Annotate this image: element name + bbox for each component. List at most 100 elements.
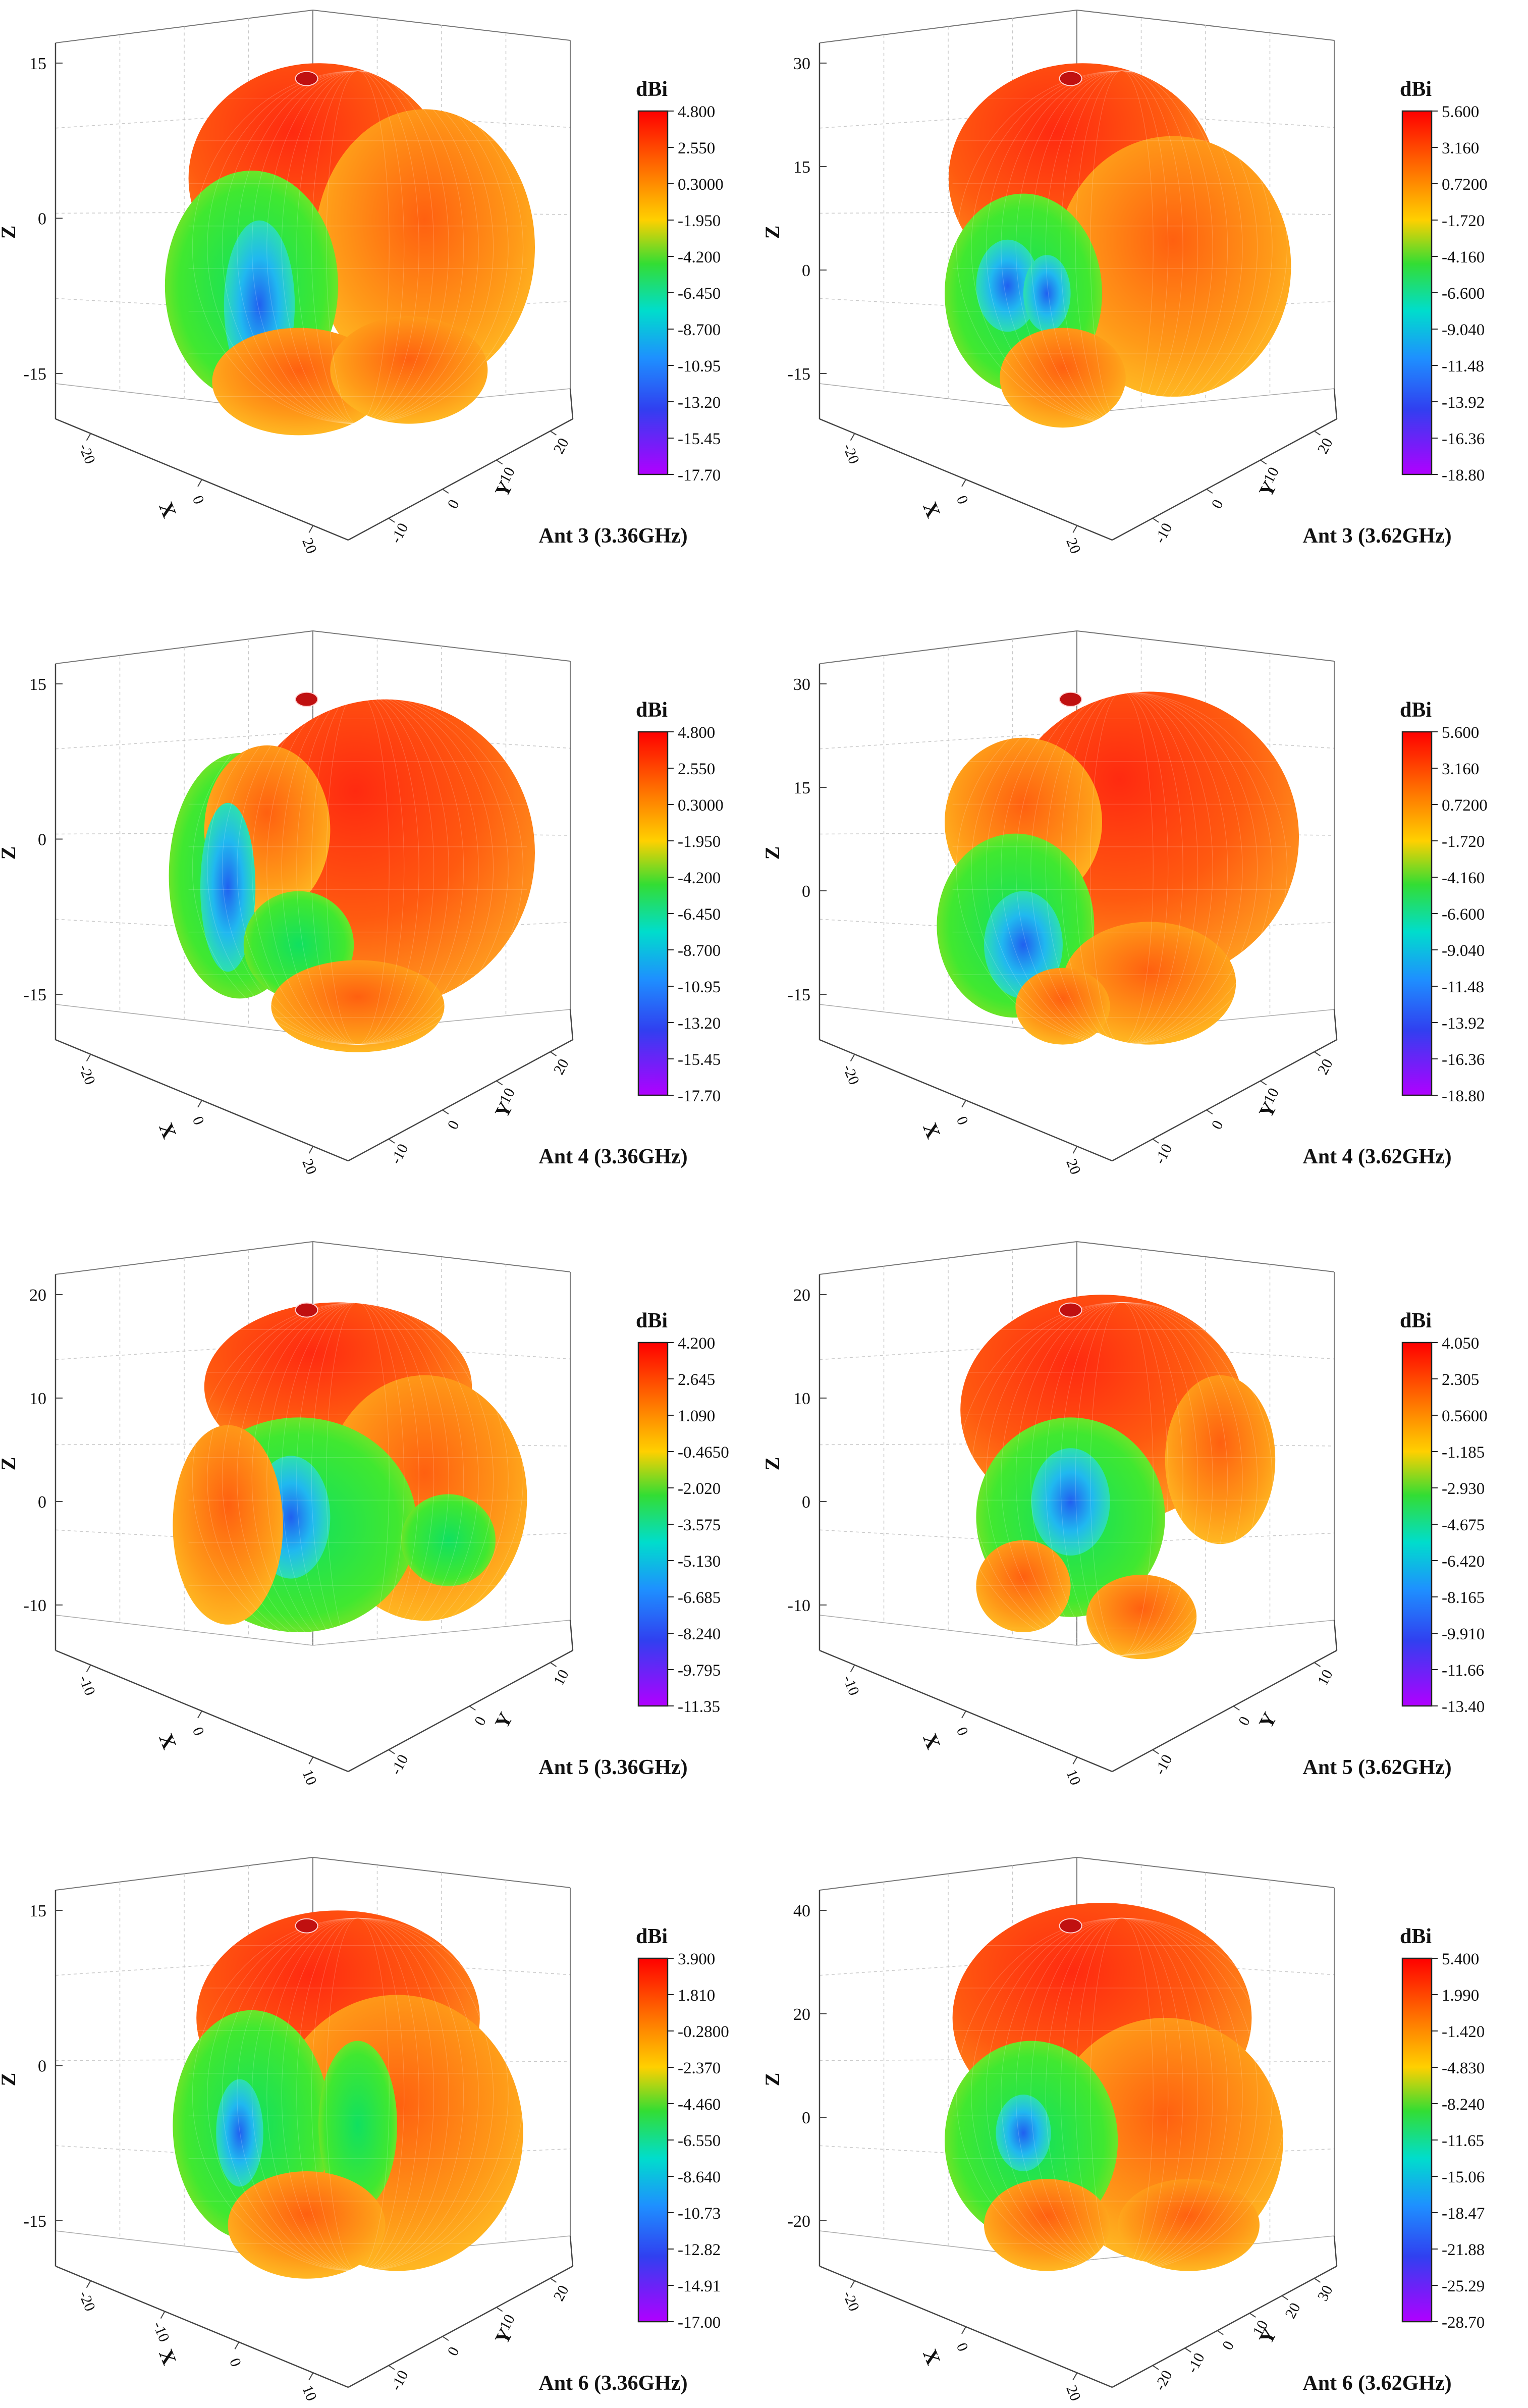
mesh-meridian bbox=[222, 1302, 494, 1656]
colorbar-label: -4.160 bbox=[1442, 869, 1485, 887]
colorbar-title: dBi bbox=[1400, 1309, 1432, 1332]
mesh-meridian bbox=[971, 70, 1273, 424]
colorbar-label: -4.200 bbox=[678, 248, 721, 266]
colorbar-label: 4.800 bbox=[678, 724, 715, 742]
z-tick-label: 15 bbox=[29, 55, 46, 73]
panel-title: Ant 5 (3.62GHz) bbox=[1302, 1756, 1451, 1779]
colorbar-label: -6.600 bbox=[1442, 905, 1485, 924]
mesh-meridian bbox=[986, 1302, 1258, 1656]
mesh-meridian bbox=[1075, 1917, 1169, 2272]
x-tick-label: -20 bbox=[840, 2289, 863, 2314]
y-tick-label: -10 bbox=[388, 520, 412, 546]
x-axis-label: X bbox=[154, 2346, 181, 2368]
pattern-top-hole bbox=[1059, 1302, 1082, 1318]
pattern-mesh bbox=[188, 1917, 527, 2272]
pattern-lobe bbox=[200, 802, 256, 972]
x-tick-mark bbox=[234, 2341, 240, 2349]
colorbar bbox=[637, 110, 669, 475]
colorbar-label: 5.400 bbox=[1442, 1950, 1479, 1968]
mesh-meridian bbox=[296, 70, 419, 424]
x-axis-label: X bbox=[918, 499, 945, 521]
mesh-meridian bbox=[207, 691, 509, 1045]
y-tick-mark bbox=[1152, 517, 1159, 523]
z-tick-label: 15 bbox=[29, 1902, 46, 1920]
colorbar-label: -10.95 bbox=[678, 978, 721, 996]
grid-line bbox=[819, 731, 1335, 750]
x-tick-mark bbox=[850, 1665, 855, 1673]
pattern-lobe bbox=[1118, 2179, 1260, 2271]
pattern-panel: -15015Z-20-10010X-1001020YdBi3.9001.810-… bbox=[0, 1857, 729, 2403]
y-tick-mark bbox=[469, 1705, 476, 1711]
pattern-lobe bbox=[1165, 1375, 1276, 1544]
colorbar-label: -9.795 bbox=[678, 1662, 721, 1680]
pattern-lobe bbox=[984, 2179, 1110, 2271]
z-tick-label: 30 bbox=[793, 55, 810, 73]
colorbar-label: -9.040 bbox=[1442, 942, 1485, 960]
pattern-lobe bbox=[1086, 1575, 1197, 1660]
panel-title: Ant 3 (3.36GHz) bbox=[538, 524, 687, 548]
mesh-meridian bbox=[281, 1302, 434, 1656]
mesh-meridian bbox=[266, 70, 449, 424]
colorbar-label: -3.575 bbox=[678, 1516, 721, 1534]
grid-line bbox=[819, 2145, 1335, 2161]
x-tick-label: 20 bbox=[1063, 2383, 1084, 2403]
z-tick-label: 20 bbox=[793, 2005, 810, 2024]
mesh-meridian bbox=[1090, 691, 1154, 1045]
panel-title: Ant 6 (3.62GHz) bbox=[1302, 2372, 1451, 2395]
z-tick-label: 40 bbox=[793, 1902, 810, 1920]
y-tick-mark bbox=[442, 489, 449, 494]
x-tick-label: 0 bbox=[953, 2340, 971, 2353]
y-axis-line bbox=[348, 1649, 573, 1773]
y-tick-label: 20 bbox=[551, 436, 572, 457]
pattern-mesh bbox=[952, 691, 1291, 1045]
colorbar-label: -1.720 bbox=[1442, 212, 1485, 230]
z-tick-label: 20 bbox=[793, 1286, 810, 1305]
colorbar-label: 2.305 bbox=[1442, 1371, 1479, 1389]
mesh-meridian bbox=[956, 1302, 1288, 1656]
mesh-meridian bbox=[1045, 691, 1198, 1045]
x-tick-label: 0 bbox=[953, 1114, 971, 1127]
x-tick-mark bbox=[1072, 525, 1078, 533]
y-tick-label: -10 bbox=[388, 1752, 412, 1778]
colorbar-label: -13.20 bbox=[678, 394, 721, 412]
mesh-meridian bbox=[1060, 1917, 1183, 2272]
colorbar-label: -6.550 bbox=[678, 2132, 721, 2150]
pattern-mesh bbox=[952, 70, 1291, 424]
pattern-lobe bbox=[228, 2171, 386, 2279]
colorbar-label: -1.720 bbox=[1442, 833, 1485, 851]
grid-line bbox=[819, 1443, 1335, 1447]
y-tick-mark bbox=[550, 431, 557, 436]
colorbar-label: -0.2800 bbox=[678, 2023, 729, 2041]
mesh-meridian bbox=[1030, 691, 1213, 1045]
grid-line bbox=[819, 2059, 1335, 2062]
colorbar-label: 3.160 bbox=[1442, 139, 1479, 157]
y-tick-label: 0 bbox=[1235, 1714, 1253, 1729]
mesh-meridian bbox=[266, 1302, 449, 1656]
pattern-top-hole bbox=[295, 71, 318, 86]
panel-title: Ant 4 (3.62GHz) bbox=[1302, 1145, 1451, 1168]
x-axis-label: X bbox=[918, 1730, 945, 1752]
y-tick-label: -10 bbox=[1152, 520, 1176, 546]
colorbar-label: 2.550 bbox=[678, 139, 715, 157]
colorbar-label: -8.240 bbox=[678, 1625, 721, 1643]
mesh-meridian bbox=[1001, 70, 1243, 424]
y-tick-label: 10 bbox=[1315, 1667, 1336, 1688]
pattern-mesh bbox=[188, 1302, 527, 1656]
x-axis-label: X bbox=[154, 1119, 181, 1142]
mesh-meridian bbox=[956, 691, 1288, 1045]
z-tick-label: -20 bbox=[788, 2212, 810, 2231]
colorbar-label: 0.7200 bbox=[1442, 796, 1488, 815]
mesh-meridian bbox=[1001, 1917, 1243, 2272]
x-tick-mark bbox=[86, 2280, 91, 2288]
mesh-meridian bbox=[311, 70, 405, 424]
pattern-panel: -1501530Z-20020X-1001020YdBi5.6003.1600.… bbox=[761, 10, 1488, 556]
x-tick-label: -10 bbox=[76, 1673, 99, 1698]
x-tick-label: 20 bbox=[299, 1157, 320, 1177]
mesh-meridian bbox=[192, 1302, 524, 1656]
x-tick-label: -10 bbox=[150, 2319, 173, 2344]
pattern-lobe bbox=[318, 2041, 397, 2210]
x-tick-label: -10 bbox=[840, 1673, 863, 1698]
mesh-meridian bbox=[1001, 691, 1243, 1045]
z-tick-label: 10 bbox=[29, 1389, 46, 1408]
